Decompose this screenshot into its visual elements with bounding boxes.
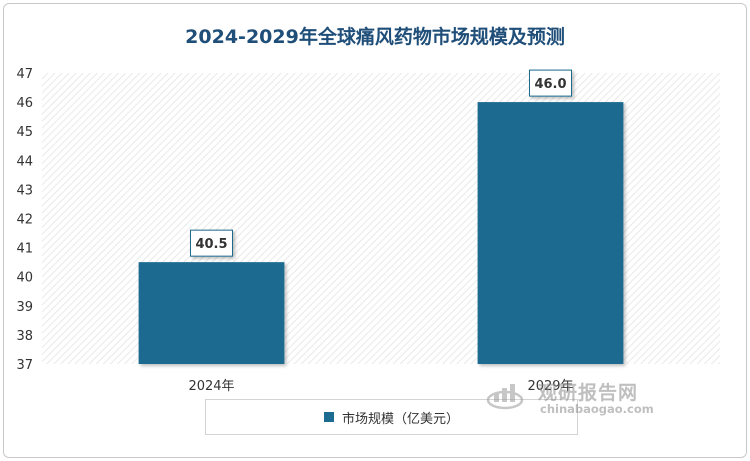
data-label-box [190, 229, 233, 257]
data-label: 40.5 [195, 237, 227, 252]
watermark-en: chinabaogao.com [540, 402, 654, 416]
chart-title: 2024-2029年全球痛风药物市场规模及预测 [185, 26, 565, 48]
y-tick-label: 46 [16, 96, 33, 111]
legend-swatch [323, 412, 334, 422]
watermark-cn: 观研报告网 [538, 382, 639, 404]
y-axis: 37 38 39 40 41 42 43 44 45 46 47 [16, 67, 33, 373]
y-tick-label: 40 [16, 271, 33, 286]
y-tick-label: 47 [16, 67, 33, 82]
y-tick-label: 42 [16, 213, 33, 228]
bar [477, 102, 624, 364]
bar [138, 262, 285, 364]
y-tick-label: 44 [16, 154, 33, 169]
y-tick-label: 39 [16, 300, 33, 315]
y-tick-label: 38 [16, 329, 33, 344]
watermark: 观研报告网 chinabaogao.com [486, 378, 676, 418]
y-tick-label: 43 [16, 183, 33, 198]
watermark-logo-icon [486, 384, 524, 410]
y-tick-label: 41 [16, 242, 33, 257]
legend-label: 市场规模（亿美元） [341, 411, 459, 427]
bars [138, 102, 624, 364]
data-label-box [529, 69, 572, 97]
y-tick-label: 37 [16, 358, 33, 373]
data-label: 46.0 [534, 77, 566, 92]
data-labels: 40.5 46.0 [190, 69, 572, 257]
x-tick-label: 2024年 [188, 379, 234, 394]
x-axis: 2024年 2029年 [188, 379, 573, 394]
x-tick-label: 2029年 [527, 379, 573, 394]
y-tick-label: 45 [16, 125, 33, 140]
